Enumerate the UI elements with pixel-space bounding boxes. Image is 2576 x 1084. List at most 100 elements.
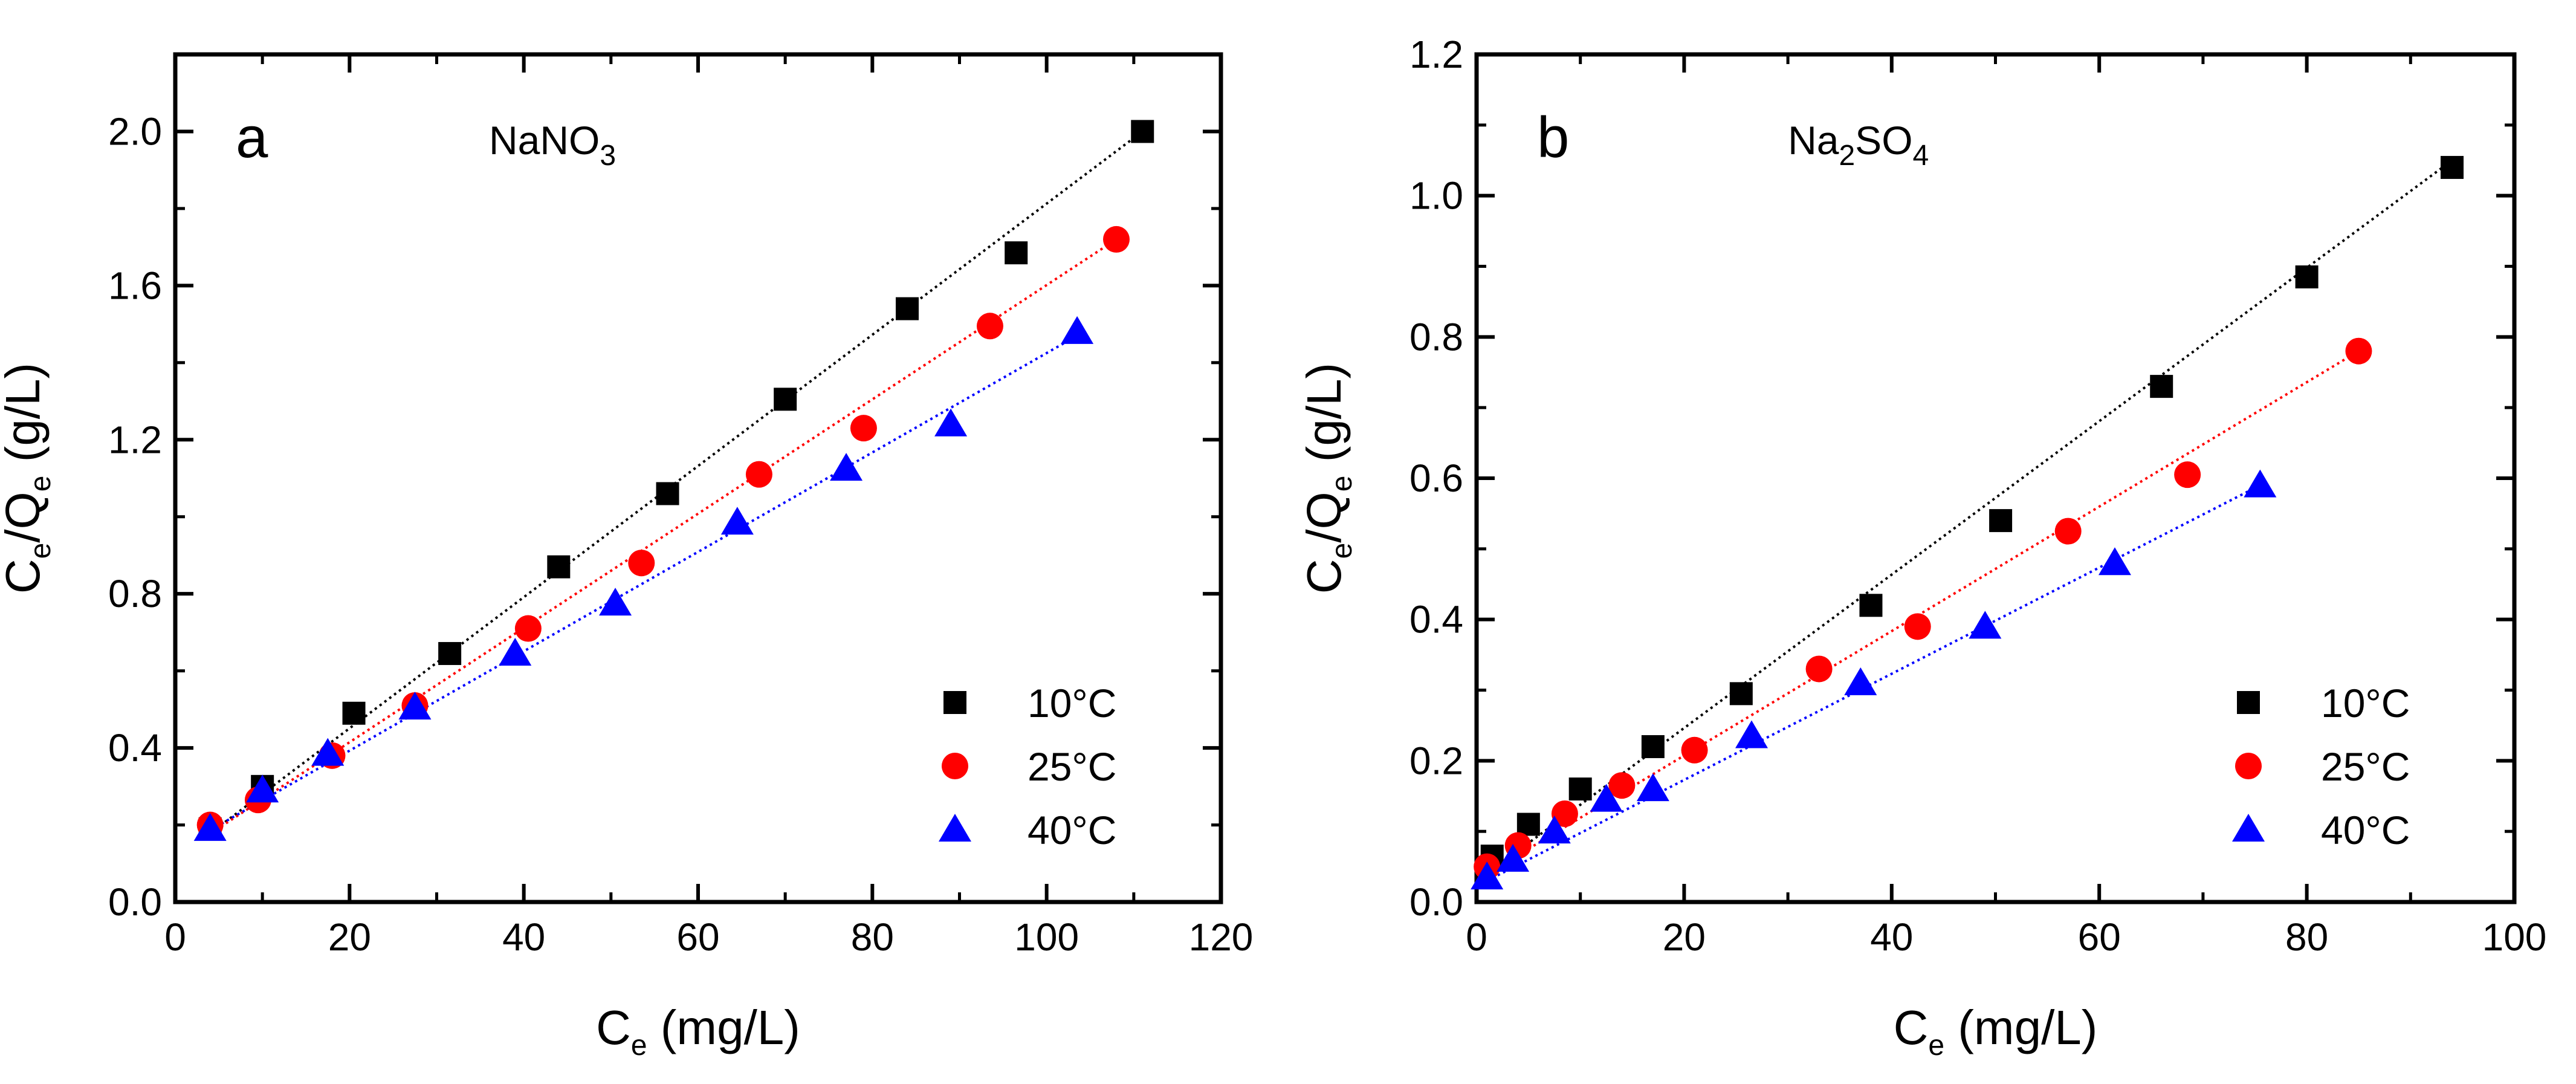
x-tick-label: 20 — [1663, 915, 1706, 959]
data-point — [656, 482, 679, 505]
x-axis-title: Ce (mg/L) — [596, 1001, 800, 1062]
chart-panel-a: 0 20 40 60 80 100 120 0.0 0.4 0.8 1.2 1.6 2.0 Ce (mg/… — [0, 52, 1254, 1062]
x-tick-label: 60 — [2078, 915, 2121, 959]
data-point — [745, 461, 772, 488]
legend-marker — [942, 753, 968, 779]
data-point — [1061, 316, 1094, 344]
text-part: /Q — [1297, 492, 1351, 542]
data-point — [1516, 813, 1540, 836]
y-tick-label: 0.2 — [1409, 739, 1463, 782]
data-point — [1551, 800, 1578, 827]
fit-line — [1486, 484, 2261, 882]
data-point — [2295, 265, 2319, 289]
data-point — [1471, 862, 1504, 890]
legend-marker — [2235, 753, 2262, 779]
x-tick-label: 40 — [1870, 915, 1913, 959]
y-axis-title: Ce/Qe (g/L) — [0, 363, 57, 594]
data-point — [1497, 843, 1530, 872]
text-part: C — [0, 559, 50, 594]
data-point — [628, 550, 655, 577]
data-point — [1005, 241, 1028, 265]
data-point — [1859, 594, 1883, 617]
data-point — [830, 453, 863, 481]
y-tick-label: 1.6 — [108, 264, 162, 307]
y-tick-label: 0.4 — [108, 726, 162, 770]
data-point — [599, 588, 632, 616]
fit-line — [205, 334, 1078, 834]
subscript: e — [1326, 543, 1358, 559]
data-point — [1590, 784, 1623, 812]
y-tick-label: 1.2 — [1409, 33, 1463, 76]
legend-marker — [2237, 691, 2260, 714]
subscript: 2 — [1839, 140, 1855, 172]
data-point — [1681, 736, 1708, 764]
data-point — [1805, 655, 1833, 683]
x-tick-label: 0 — [1466, 915, 1487, 959]
data-point — [514, 615, 542, 642]
data-point — [398, 692, 432, 720]
x-tick-label: 20 — [328, 915, 371, 959]
data-point — [934, 408, 968, 437]
data-point — [2098, 547, 2131, 576]
chart-title: NaNO3 — [489, 118, 616, 172]
y-tick-label: 1.2 — [108, 418, 162, 461]
legend-label: 25°C — [2321, 744, 2410, 789]
data-point — [2244, 469, 2277, 498]
legend-label: 10°C — [2321, 681, 2410, 725]
y-tick-label: 0.4 — [1409, 598, 1463, 641]
data-point — [1538, 816, 1571, 844]
y-tick-label: 1.0 — [1409, 174, 1463, 218]
subscript: e — [631, 1030, 647, 1062]
data-point — [896, 297, 919, 320]
subscript: e — [25, 543, 57, 559]
text-part: (mg/L) — [647, 1001, 800, 1054]
data-point — [720, 507, 754, 535]
x-tick-label: 40 — [502, 915, 545, 959]
legend-marker — [939, 814, 971, 842]
x-tick-label: 0 — [164, 915, 186, 959]
chart-title: Na2SO4 — [1788, 118, 1929, 172]
data-point — [1735, 720, 1769, 748]
data-point — [193, 813, 227, 841]
data-point — [1568, 777, 1592, 801]
panel-letter: b — [1537, 105, 1569, 170]
data-point — [976, 313, 1003, 340]
data-point — [1904, 613, 1931, 640]
text-part: C — [1297, 559, 1351, 594]
x-tick-label: 60 — [676, 915, 719, 959]
legend-marker — [2232, 814, 2265, 842]
x-tick-label: 120 — [1189, 915, 1254, 959]
data-point — [499, 637, 532, 666]
subscript: e — [1928, 1030, 1944, 1062]
legend-label: 25°C — [1027, 744, 1116, 789]
legend-marker — [943, 691, 966, 714]
data-point — [246, 774, 279, 803]
data-point — [2345, 337, 2372, 365]
text-part: (g/L) — [0, 363, 50, 476]
y-tick-label: 0.0 — [108, 880, 162, 924]
data-point — [1641, 735, 1665, 758]
subscript: 4 — [1913, 140, 1929, 172]
legend-label: 10°C — [1027, 681, 1116, 725]
x-tick-label: 80 — [2285, 915, 2328, 959]
data-point — [342, 701, 366, 725]
data-point — [1989, 509, 2013, 533]
x-tick-label: 80 — [851, 915, 894, 959]
text-part: C — [596, 1001, 631, 1054]
y-tick-label: 0.0 — [1409, 880, 1463, 924]
data-point — [311, 738, 345, 766]
panel-letter: a — [236, 105, 268, 170]
data-point — [1844, 667, 1877, 695]
text-part: Na — [1788, 118, 1839, 163]
legend-label: 40°C — [2321, 808, 2410, 852]
subscript: e — [1326, 476, 1358, 492]
y-tick-label: 0.8 — [108, 572, 162, 615]
y-tick-label: 0.8 — [1409, 315, 1463, 359]
data-point — [1103, 226, 1130, 253]
text-part: (mg/L) — [1944, 1001, 2097, 1054]
data-point — [850, 415, 877, 442]
y-tick-label: 2.0 — [108, 109, 162, 153]
y-tick-label: 0.6 — [1409, 456, 1463, 500]
data-point — [1969, 611, 2002, 639]
legend-label: 40°C — [1027, 808, 1116, 852]
